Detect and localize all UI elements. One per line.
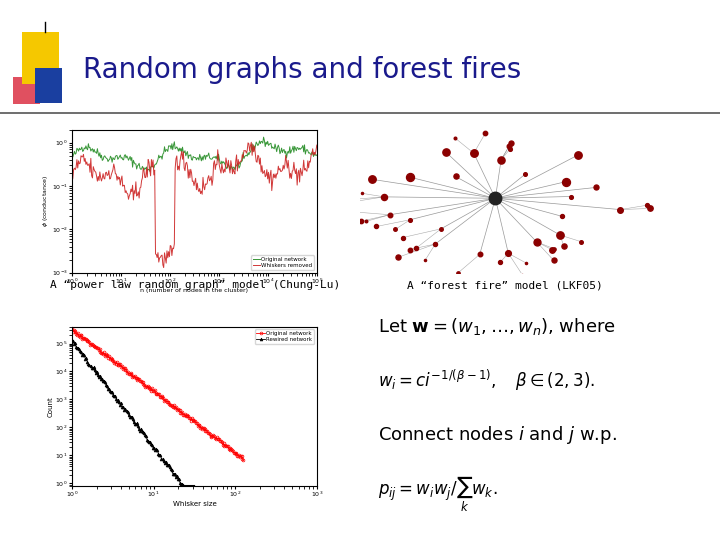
Y-axis label: $\phi$ (conductance): $\phi$ (conductance) <box>41 175 50 227</box>
Text: $p_{ij} = w_i w_j / \sum_k w_k.$: $p_{ij} = w_i w_j / \sum_k w_k.$ <box>378 474 498 514</box>
FancyBboxPatch shape <box>35 68 62 103</box>
Legend: Original network, Whiskers removed: Original network, Whiskers removed <box>251 255 314 270</box>
Text: A “power law random graph” model (Chung-Lu): A “power law random graph” model (Chung-… <box>50 280 341 290</box>
Text: A “forest fire” model (LKF05): A “forest fire” model (LKF05) <box>407 280 603 290</box>
Text: Connect nodes $i$ and $j$ w.p.: Connect nodes $i$ and $j$ w.p. <box>378 424 617 446</box>
Text: $w_i = ci^{-1/(\beta-1)},\quad \beta \in (2,3).$: $w_i = ci^{-1/(\beta-1)},\quad \beta \in… <box>378 368 595 393</box>
FancyBboxPatch shape <box>13 77 40 104</box>
FancyBboxPatch shape <box>22 32 59 84</box>
X-axis label: n (number of nodes in the cluster): n (number of nodes in the cluster) <box>140 288 248 293</box>
Y-axis label: Count: Count <box>48 396 54 417</box>
X-axis label: Whisker size: Whisker size <box>173 501 216 507</box>
Legend: Original network, Rewired network: Original network, Rewired network <box>255 329 314 344</box>
Text: Random graphs and forest fires: Random graphs and forest fires <box>83 56 521 84</box>
Text: Let $\mathbf{w} = (w_1,\ldots,w_n)$, where: Let $\mathbf{w} = (w_1,\ldots,w_n)$, whe… <box>378 316 616 337</box>
